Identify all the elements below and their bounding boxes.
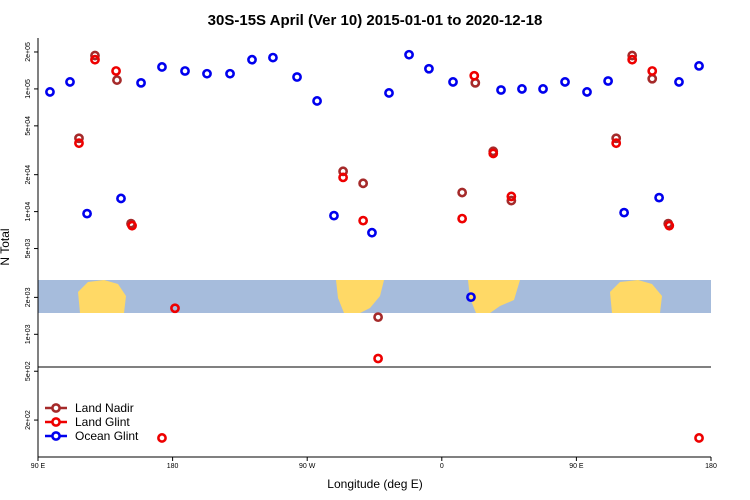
x-tick-label: 90 E — [569, 463, 584, 470]
data-point — [74, 138, 84, 149]
x-tick-label: 0 — [440, 463, 444, 470]
data-point — [180, 66, 190, 76]
data-point — [136, 77, 146, 88]
data-point — [457, 213, 468, 224]
data-point — [338, 172, 348, 183]
data-point — [694, 61, 704, 71]
legend-marker — [51, 431, 61, 441]
legend-label: Ocean Glint — [75, 429, 139, 443]
data-point — [517, 84, 527, 94]
x-tick-label: 180 — [167, 463, 179, 470]
legend-marker — [51, 417, 61, 427]
data-point — [111, 66, 121, 76]
legend-marker — [51, 403, 61, 413]
x-axis-label: Longitude (deg E) — [327, 477, 422, 491]
data-point — [90, 54, 100, 65]
data-point — [112, 75, 122, 85]
y-tick-label: 2e+04 — [25, 165, 32, 185]
data-point — [674, 77, 684, 87]
data-point — [292, 72, 302, 82]
data-point — [373, 312, 383, 323]
x-tick-label: 90 E — [31, 463, 46, 470]
data-point — [367, 227, 377, 238]
data-point — [506, 191, 517, 202]
data-point — [488, 148, 499, 159]
data-point — [65, 77, 75, 87]
y-tick-label: 2e+05 — [25, 42, 32, 62]
y-tick-label: 1e+05 — [25, 79, 32, 99]
data-point — [329, 210, 339, 221]
legend-label: Land Nadir — [75, 401, 134, 415]
data-point — [82, 208, 92, 219]
chart-title: 30S-15S April (Ver 10) 2015-01-01 to 202… — [208, 12, 543, 29]
data-point — [448, 77, 458, 87]
data-point — [694, 433, 704, 443]
x-tick-label: 90 W — [299, 463, 316, 470]
data-point — [170, 303, 180, 314]
y-tick-label: 2e+02 — [25, 410, 32, 430]
data-point — [90, 50, 100, 61]
data-point — [627, 50, 638, 61]
data-point — [466, 292, 476, 303]
data-point — [611, 133, 622, 144]
data-point — [469, 70, 480, 81]
data-point — [582, 87, 592, 97]
data-point — [647, 73, 658, 84]
data-point — [560, 77, 570, 87]
data-point — [496, 85, 506, 95]
data-point — [654, 192, 665, 203]
data-point — [225, 68, 235, 79]
data-point — [506, 195, 517, 206]
y-tick-label: 2e+03 — [25, 287, 32, 307]
data-point — [603, 76, 614, 86]
y-axis-label: N Total — [0, 228, 12, 265]
data-point — [647, 66, 658, 76]
data-point — [312, 96, 322, 106]
data-point — [268, 52, 278, 63]
data-point — [157, 62, 167, 72]
legend-label: Land Glint — [75, 415, 130, 429]
data-point — [404, 49, 414, 60]
y-tick-label: 5e+03 — [25, 239, 32, 259]
data-point — [664, 220, 675, 231]
data-point — [538, 84, 548, 94]
y-tick-label: 5e+02 — [25, 361, 32, 381]
data-point — [358, 178, 369, 189]
data-point — [358, 215, 369, 226]
data-point — [74, 133, 84, 144]
data-point — [116, 193, 126, 204]
data-point — [45, 87, 55, 97]
y-tick-label: 1e+03 — [25, 324, 32, 344]
x-tick-label: 180 — [705, 463, 717, 470]
data-point — [202, 68, 212, 79]
map-background — [38, 280, 711, 313]
data-point — [457, 187, 468, 198]
data-point — [611, 138, 622, 149]
y-tick-label: 5e+04 — [25, 116, 32, 136]
data-point — [619, 207, 630, 218]
data-point — [127, 220, 137, 231]
data-point — [384, 88, 394, 98]
data-point — [247, 54, 257, 65]
data-point — [424, 63, 434, 74]
data-point — [157, 433, 167, 443]
data-point — [627, 54, 638, 65]
data-point — [373, 353, 383, 364]
y-tick-label: 1e+04 — [25, 202, 32, 222]
